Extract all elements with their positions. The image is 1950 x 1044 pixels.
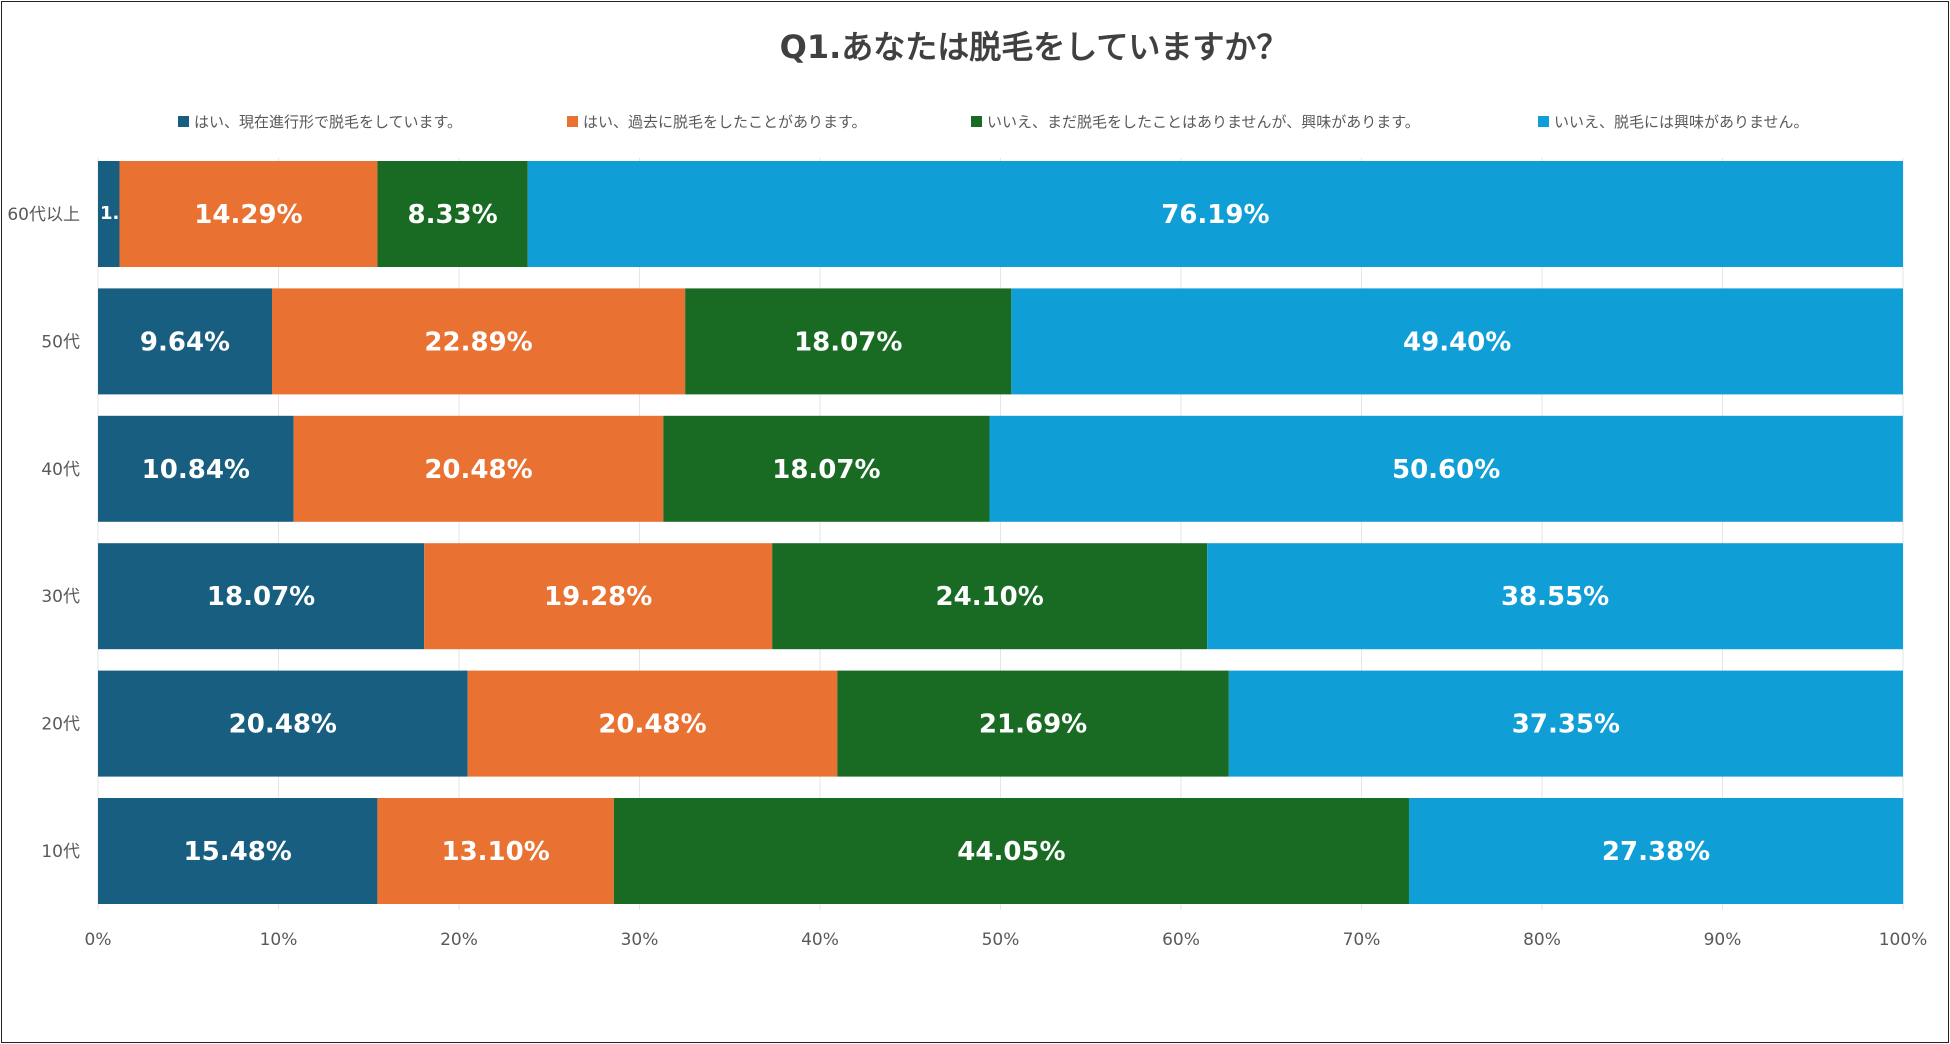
bar-segment bbox=[98, 161, 120, 267]
legend: はい、現在進行形で脱毛をしています。 はい、過去に脱毛をしたことがあります。 いいえ… bbox=[178, 113, 1809, 131]
x-tick-label: 20% bbox=[440, 930, 478, 950]
data-label: 21.69% bbox=[979, 710, 1087, 740]
legend-swatch bbox=[971, 116, 982, 127]
bar-segment bbox=[527, 161, 1903, 267]
data-label: 27.38% bbox=[1602, 837, 1710, 867]
x-axis-labels: 0% 10% 20% 30% 40% 50% 60% 70% 80% 90% 100% bbox=[85, 930, 1928, 950]
bar-segment bbox=[1207, 543, 1903, 650]
data-label: 18.07% bbox=[794, 327, 902, 357]
x-tick-label: 40% bbox=[801, 930, 839, 950]
x-tick-label: 90% bbox=[1704, 930, 1742, 950]
data-label: 20.48% bbox=[598, 710, 706, 740]
category-label: 10代 bbox=[41, 842, 80, 862]
data-label: 18.07% bbox=[207, 582, 315, 612]
bar-segment bbox=[837, 670, 1229, 777]
data-label: 13.10% bbox=[441, 837, 549, 867]
data-label: 24.10% bbox=[936, 582, 1044, 612]
legend-label: はい、過去に脱毛をしたことがあります。 bbox=[583, 113, 867, 131]
bar-segment bbox=[377, 798, 614, 904]
bar-segment bbox=[772, 543, 1208, 650]
x-tick-label: 30% bbox=[621, 930, 659, 950]
y-axis-labels: 60代以上 50代 40代 30代 20代 10代 bbox=[7, 205, 80, 862]
data-label: 22.89% bbox=[424, 327, 532, 357]
bar-segment bbox=[377, 161, 528, 267]
data-label: 9.64% bbox=[140, 327, 230, 357]
bar-segment bbox=[98, 288, 273, 395]
category-label: 30代 bbox=[41, 587, 80, 607]
x-tick-label: 60% bbox=[1162, 930, 1200, 950]
data-label: 20.48% bbox=[424, 455, 532, 485]
category-label: 20代 bbox=[41, 715, 80, 735]
bar-segment bbox=[98, 670, 468, 777]
bar-segment bbox=[989, 415, 1903, 522]
bar-segment bbox=[1408, 798, 1904, 904]
data-label: 10.84% bbox=[142, 455, 250, 485]
x-tick-label: 70% bbox=[1343, 930, 1381, 950]
legend-swatch bbox=[567, 116, 578, 127]
legend-swatch bbox=[178, 116, 189, 127]
data-label: 8.33% bbox=[407, 200, 497, 230]
bar-segment bbox=[272, 288, 686, 395]
legend-label: いいえ、脱毛には興味がありません。 bbox=[1554, 113, 1809, 131]
x-tick-label: 0% bbox=[85, 930, 112, 950]
bar-segment bbox=[98, 798, 378, 904]
category-label: 60代以上 bbox=[7, 205, 80, 225]
data-label: 37.35% bbox=[1512, 710, 1620, 740]
bar-segment bbox=[467, 670, 838, 777]
data-label: 44.05% bbox=[957, 837, 1065, 867]
data-label: 50.60% bbox=[1392, 455, 1500, 485]
x-tick-label: 10% bbox=[260, 930, 298, 950]
bar-segment bbox=[663, 415, 990, 522]
bar-segment bbox=[98, 415, 294, 522]
data-label: 49.40% bbox=[1403, 327, 1511, 357]
category-label: 50代 bbox=[41, 332, 80, 352]
bar-segment bbox=[424, 543, 773, 650]
data-label: 15.48% bbox=[184, 837, 292, 867]
legend-label: はい、現在進行形で脱毛をしています。 bbox=[194, 113, 462, 131]
data-label: 38.55% bbox=[1501, 582, 1609, 612]
bar-segment bbox=[685, 288, 1012, 395]
bar-segment bbox=[1011, 288, 1903, 395]
data-label: 14.29% bbox=[194, 200, 302, 230]
gridlines bbox=[97, 158, 1904, 910]
x-tick-label: 50% bbox=[982, 930, 1020, 950]
chart-title: Q1.あなたは脱毛をしていますか？ bbox=[780, 28, 1289, 66]
bar-segment bbox=[293, 415, 664, 522]
bar-segment bbox=[119, 161, 378, 267]
bar-segment bbox=[1228, 670, 1903, 777]
x-tick-label: 80% bbox=[1523, 930, 1561, 950]
data-label: 18.07% bbox=[772, 455, 880, 485]
bar-segment bbox=[98, 543, 425, 650]
legend-swatch bbox=[1538, 116, 1549, 127]
data-label: 19.28% bbox=[544, 582, 652, 612]
category-label: 40代 bbox=[41, 460, 80, 480]
legend-label: いいえ、まだ脱毛をしたことはありませんが、興味があります。 bbox=[987, 113, 1420, 131]
x-tick-label: 100% bbox=[1879, 930, 1928, 950]
data-label: 20.48% bbox=[229, 710, 337, 740]
bars: 1.19%14.29%8.33%76.19%9.64%22.89%18.07%4… bbox=[98, 161, 1904, 904]
data-label: 76.19% bbox=[1161, 200, 1269, 230]
bar-segment bbox=[613, 798, 1409, 904]
